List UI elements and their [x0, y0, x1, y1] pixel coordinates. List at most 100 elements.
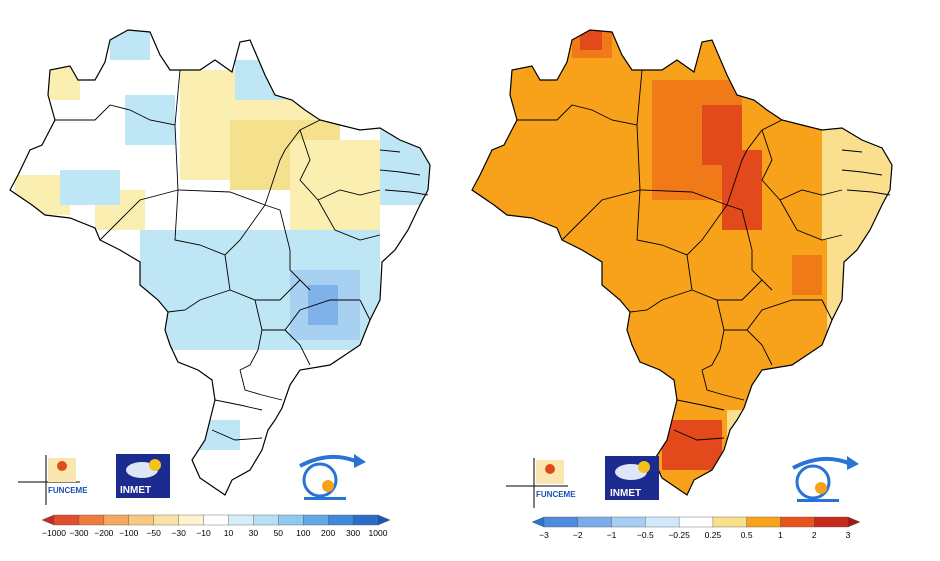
legend-tick-label: −1000: [42, 528, 66, 538]
map-panel-left: FUNCEME INMET −1000 −300 −200 −100 −50 −30 −10…: [9, 29, 431, 538]
legend-tick-label: −3: [539, 530, 549, 540]
inmet-logo: INMET: [116, 454, 170, 498]
state-border: [167, 289, 231, 313]
brazil-map-right: [471, 29, 893, 496]
legend-tick-label: 1000: [369, 528, 388, 538]
state-border: [636, 124, 743, 211]
patch-para-red: [702, 105, 742, 165]
legend-swatch: [303, 514, 329, 526]
legend-tick-label: −2: [573, 530, 583, 540]
patch-bahia-dark-orange: [792, 255, 822, 295]
legend-swatch: [377, 514, 391, 526]
legend-swatch: [128, 514, 155, 526]
state-borders-right: [517, 69, 891, 441]
legend-swatch: [103, 514, 130, 526]
patch-amapa-blue: [235, 60, 285, 100]
brazil-border-right: [471, 29, 893, 496]
state-border: [746, 329, 773, 366]
legend-tick-label: −30: [171, 528, 186, 538]
legend-tick-label: −1: [607, 530, 617, 540]
state-border: [821, 299, 833, 321]
patch-ne-coast-yellow: [822, 120, 892, 240]
patch-east-coast-yellow: [827, 230, 862, 390]
state-border: [841, 149, 891, 196]
legend-swatch: [814, 516, 849, 528]
state-border: [691, 279, 763, 301]
state-border: [229, 279, 301, 301]
brazil-outline-right: [472, 30, 892, 495]
legend-tick-label: −10: [196, 528, 211, 538]
state-border: [779, 199, 843, 241]
legend-tick-label: 0.25: [705, 530, 722, 540]
brazil-border-left: [9, 29, 431, 496]
state-border: [239, 369, 283, 401]
state-border: [224, 204, 266, 256]
state-borders-left: [55, 69, 429, 441]
state-border: [636, 189, 693, 291]
state-border: [716, 299, 822, 331]
legend-swatch: [746, 516, 781, 528]
state-border: [686, 204, 728, 256]
map-panel-right: FUNCEME INMET −3 −2 −1 −0.5 −0.25 0.25 0.5 1 2 3: [470, 0, 940, 561]
legend-tick-label: −0.5: [637, 530, 654, 540]
legend-tick-label: −100: [119, 528, 138, 538]
state-border: [264, 119, 321, 206]
brazil-map-left: [9, 29, 431, 496]
legend-right: −3 −2 −1 −0.5 −0.25 0.25 0.5 1 2 3: [531, 516, 861, 540]
legend-swatch: [41, 514, 55, 526]
inmet-logo: INMET: [605, 456, 659, 500]
state-border: [254, 299, 360, 331]
legend-swatch: [611, 516, 646, 528]
legend-swatch: [712, 516, 748, 528]
patch-roraima-red: [580, 30, 602, 50]
state-border: [701, 369, 745, 401]
logos-left: FUNCEME INMET: [18, 454, 366, 505]
legend-tick-label: 10: [224, 528, 234, 538]
legend-swatch: [203, 514, 229, 526]
legend-swatch: [780, 516, 815, 528]
legend-tick-label: −50: [146, 528, 161, 538]
state-border: [629, 289, 693, 313]
legend-tick-label: 100: [296, 528, 310, 538]
patch-roraima-blue: [110, 30, 150, 60]
legend-swatch: [253, 514, 279, 526]
legend-swatch: [577, 516, 613, 528]
state-border: [379, 149, 429, 196]
funceme-logo-text: FUNCEME: [536, 490, 576, 499]
legend-tick-label: 200: [321, 528, 335, 538]
map-svg-left: FUNCEME INMET −1000 −300 −200 −100 −50 −30 −10…: [9, 29, 431, 538]
legend-left: −1000 −300 −200 −100 −50 −30 −10 10 30 50 100 200 30…: [41, 514, 391, 538]
logos-right: FUNCEME INMET: [506, 456, 859, 508]
legend-tick-label: 1: [778, 530, 783, 540]
legend-tick-label: 3: [846, 530, 851, 540]
patch-ne-coast-blue: [380, 125, 430, 205]
funceme-logo-text: FUNCEME: [48, 486, 88, 495]
legend-tick-label: 50: [274, 528, 284, 538]
state-border: [701, 329, 725, 371]
legend-swatch: [543, 516, 579, 528]
state-border: [561, 189, 641, 241]
state-border: [99, 189, 179, 241]
funceme-logo: FUNCEME: [506, 458, 576, 508]
legend-swatch: [153, 514, 180, 526]
state-border: [359, 299, 371, 321]
state-border: [676, 399, 725, 411]
map-svg-right: FUNCEME INMET −3 −2 −1 −0.5 −0.25 0.25 0.5 1 2 3: [471, 29, 893, 540]
legend-swatch: [645, 516, 680, 528]
funceme-logo: FUNCEME: [18, 455, 88, 505]
state-border: [317, 199, 381, 241]
state-border: [284, 329, 311, 366]
legend-swatch: [78, 514, 105, 526]
patch-northwest-yellow: [40, 60, 80, 100]
legend-swatch: [327, 514, 354, 526]
legend-tick-label: −300: [69, 528, 88, 538]
state-border: [239, 329, 263, 371]
state-border: [214, 399, 263, 411]
legend-tick-label: 300: [346, 528, 360, 538]
patch-minas-blue-strong: [308, 285, 338, 325]
patch-rondonia-blue: [60, 170, 120, 205]
legend-tick-label: −200: [94, 528, 113, 538]
state-border: [174, 189, 231, 291]
legend-tick-label: 0.5: [741, 530, 753, 540]
legend-tick-label: 30: [249, 528, 259, 538]
